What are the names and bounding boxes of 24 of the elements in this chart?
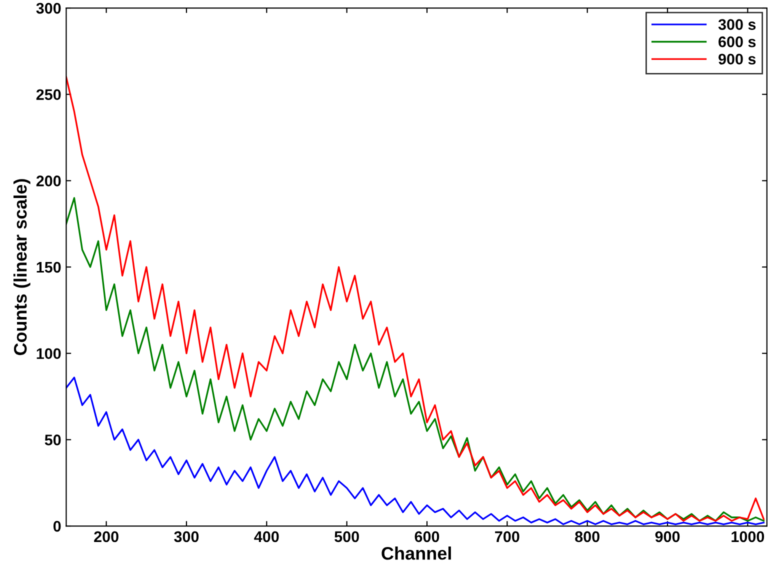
legend-label: 300 s [718,19,756,30]
y-tick-label: 50 [44,434,61,446]
y-tick-label: 250 [36,89,61,100]
y-tick-label: 300 [36,2,61,14]
x-tick-label: 400 [254,531,279,542]
line-series [66,376,765,526]
y-tick-label: 150 [36,262,61,273]
x-tick-label: 900 [655,531,680,542]
x-tick-label: 500 [334,531,359,542]
x-tick-label: 1000 [732,531,764,542]
legend-label: 900 s [718,54,756,65]
x-axis-title: Channel [382,546,451,560]
x-tick-label: 200 [94,531,118,542]
y-tick-label: 0 [53,520,61,532]
y-tick-label: 200 [36,176,61,186]
x-tick-label: 700 [495,531,520,542]
legend-label: 600 s [718,36,756,48]
line-series [66,76,765,522]
y-axis-title: Counts (linear scale) [13,179,30,356]
x-tick-label: 600 [414,531,440,542]
x-tick-label: 800 [575,531,600,542]
line-series [66,197,765,522]
x-tick-label: 300 [174,531,199,542]
y-tick-label: 100 [36,348,61,360]
